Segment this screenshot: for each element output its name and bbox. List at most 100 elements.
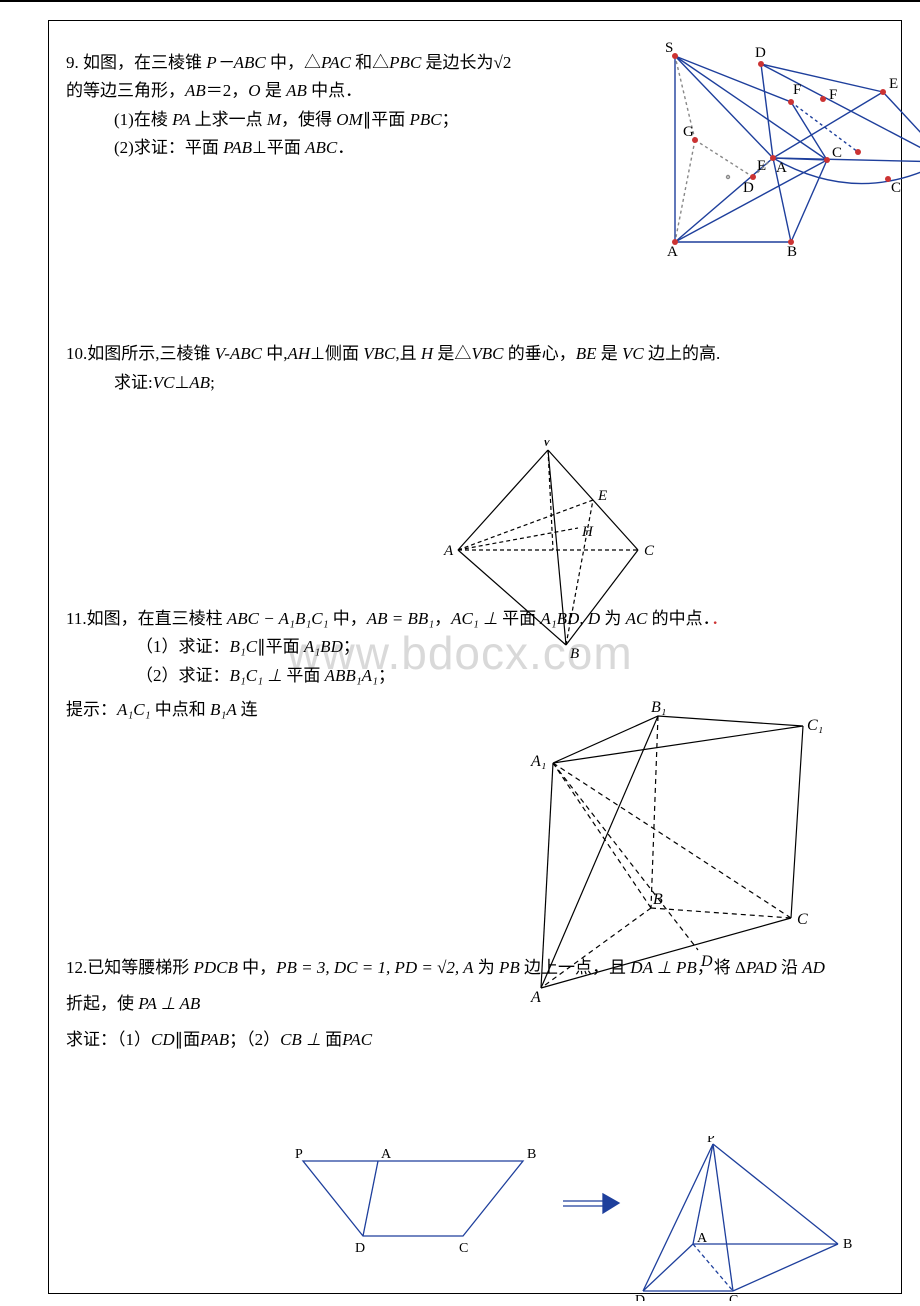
lbl-H: H — [581, 524, 594, 540]
text: 和△ — [355, 53, 389, 72]
lbl-B1: B₁ — [651, 699, 666, 716]
text: PAB — [223, 138, 252, 157]
text: 中, — [266, 344, 287, 363]
text: H — [421, 344, 438, 363]
text: 求证: — [114, 373, 153, 392]
text: 是△ — [437, 344, 471, 363]
text: 是边长为√2 — [426, 53, 512, 72]
lbl-C1: C — [832, 145, 842, 161]
text: （1）求证： — [136, 637, 230, 656]
p9-line4: (2)求证：平面 PAB⊥平面 ABC． — [66, 135, 628, 161]
text: ABC — [305, 138, 337, 157]
text: AB — [189, 373, 210, 392]
text: 中点． — [311, 81, 362, 100]
lbl-D2: D — [743, 180, 754, 196]
text: PB — [499, 958, 524, 977]
text: 9. 如图，在三棱锥 — [66, 53, 206, 72]
p10-figure: V E H A C B — [438, 440, 668, 665]
text: 为 — [474, 958, 500, 977]
text: 的等边三角形， — [66, 81, 185, 100]
text: PBC — [409, 110, 441, 129]
text: AB — [185, 81, 206, 100]
lbl-D: D — [355, 1241, 365, 1256]
text: 边上的高. — [648, 344, 720, 363]
lbl-E2: E — [757, 158, 766, 174]
text: 平面 — [286, 666, 324, 685]
p10-line1: 10.如图所示,三棱锥 V-ABC 中,AH⊥侧面 VBC,且 H 是△VBC … — [66, 341, 920, 367]
text: PB = 3, DC = 1, PD = √2, A — [276, 958, 473, 977]
text: (1)在棱 — [114, 110, 172, 129]
lbl-P2: P — [707, 1136, 715, 1146]
text: BE — [576, 344, 601, 363]
text: P－ABC — [206, 53, 270, 72]
text: ，使得 — [281, 110, 336, 129]
text: ⊥侧面 — [310, 344, 363, 363]
text: (2)求证：平面 — [114, 138, 223, 157]
text: O — [248, 81, 265, 100]
text: 折起，使 — [66, 994, 138, 1013]
text: A₁C₁ — [117, 700, 151, 719]
text: VBC — [363, 344, 395, 363]
text: ；（2） — [229, 1030, 280, 1049]
lbl-A: A — [443, 543, 454, 559]
p9-line2: 的等边三角形，AB＝2，O 是 AB 中点． — [66, 78, 628, 104]
p12-figure: P A B D C — [283, 1136, 863, 1306]
text: AH — [287, 344, 310, 363]
text: PBC — [389, 53, 425, 72]
text: AB — [286, 81, 311, 100]
lbl-C: C — [459, 1241, 468, 1256]
text: 连 — [241, 700, 258, 719]
lbl-D: D — [700, 953, 713, 970]
lbl-E: E — [889, 76, 898, 92]
text: ⊥平面 — [252, 138, 305, 157]
p11-figure: B₁ C₁ A₁ B C D A — [523, 698, 823, 1013]
text: ,且 — [395, 344, 421, 363]
text: 的垂心， — [508, 344, 576, 363]
p9-line3: (1)在棱 PA 上求一点 M，使得 OM∥平面 PBC； — [66, 107, 628, 133]
lbl-C1: C₁ — [807, 717, 823, 734]
text: 12.已知等腰梯形 — [66, 958, 194, 977]
lbl-A1: A₁ — [530, 753, 546, 770]
text: ⊥ — [174, 373, 189, 392]
p10-line2: 求证:VC⊥AB; — [66, 370, 920, 396]
text: 中， — [329, 609, 367, 628]
lbl-A: A — [381, 1147, 392, 1162]
text: PDCB — [194, 958, 243, 977]
text: VBC — [471, 344, 507, 363]
lbl-E: E — [597, 488, 607, 504]
text: 面 — [325, 1030, 342, 1049]
p12-line3: 求证：（1）CD∥面PAB；（2）CB ⊥ 面PAC — [66, 1023, 920, 1057]
lbl-V: V — [542, 440, 553, 450]
text: PAB — [200, 1030, 229, 1049]
problem-10: 10.如图所示,三棱锥 V-ABC 中,AH⊥侧面 VBC,且 H 是△VBC … — [66, 341, 920, 396]
text: VC — [153, 373, 175, 392]
dot: ． — [711, 609, 728, 628]
text: （2）求证： — [136, 666, 230, 685]
text: 是 — [601, 344, 622, 363]
lbl-B2: B — [787, 244, 797, 260]
lbl-A2: A — [697, 1231, 708, 1246]
text: AB = BB₁ — [367, 609, 434, 628]
lbl-D2: D — [635, 1293, 645, 1301]
text: 中， — [242, 958, 276, 977]
p9-line1: 9. 如图，在三棱锥 P－ABC 中，△PAC 和△PBC 是边长为√2 — [66, 50, 628, 76]
text: M — [267, 110, 281, 129]
text: 提示： — [66, 700, 117, 719]
lbl-B2: B — [843, 1237, 852, 1252]
text: VC — [622, 344, 648, 363]
text: 10.如图所示,三棱锥 — [66, 344, 215, 363]
text: PA — [172, 110, 195, 129]
lbl-B: B — [527, 1147, 536, 1162]
lbl-P: P — [295, 1147, 303, 1162]
text: 求证：（1） — [66, 1030, 151, 1049]
lbl-G: G — [683, 124, 694, 140]
text: 中，△ — [270, 53, 321, 72]
lbl-C2: C — [891, 180, 901, 196]
text: B₁C₁ ⊥ — [230, 666, 287, 685]
lbl-B: B — [570, 646, 579, 660]
text: ∥平面 — [257, 637, 304, 656]
text: 中点和 — [151, 700, 211, 719]
text: PA ⊥ AB — [138, 994, 200, 1013]
p9-figure: S D E F F G E A C B C D A B — [643, 32, 920, 267]
text: ∥平面 — [363, 110, 410, 129]
